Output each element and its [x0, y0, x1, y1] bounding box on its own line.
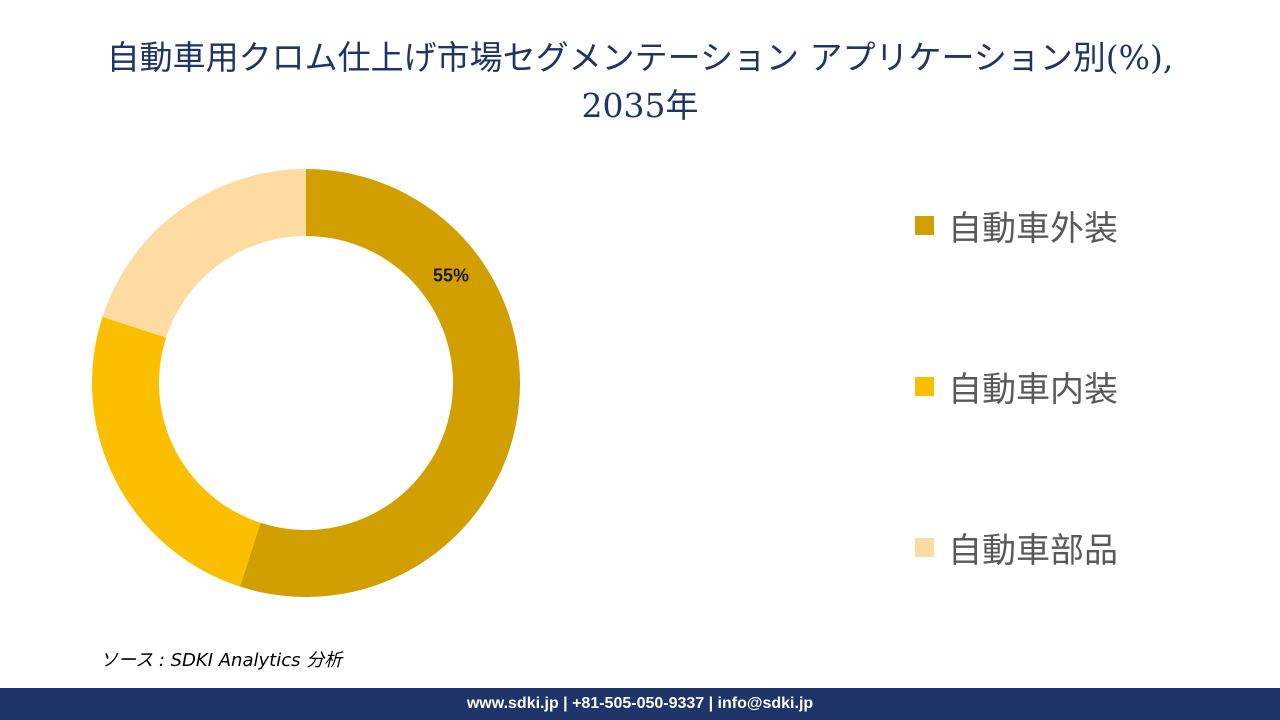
donut-slices: [91, 169, 521, 597]
legend-swatch-1: [915, 215, 934, 235]
chart-title-line-2: 2035年: [581, 86, 699, 125]
chart-title-line-1: 自動車用クロム仕上げ市場セグメンテーション アプリケーション別(%),: [106, 38, 1174, 77]
legend-item-2: 自動車内装: [915, 361, 1118, 411]
chart-title: 自動車用クロム仕上げ市場セグメンテーション アプリケーション別(%), 2035…: [0, 34, 1280, 130]
legend-item-1: 自動車外装: [915, 200, 1118, 250]
donut-slice-3: [102, 169, 306, 338]
donut-data-label-1: 55%: [433, 266, 469, 286]
legend-label-2: 自動車内装: [948, 369, 1118, 410]
legend-label-1: 自動車外装: [948, 208, 1118, 249]
source-note: ソース : SDKI Analytics 分析: [100, 650, 343, 671]
footer-contact-text: www.sdki.jp | +81-505-050-9337 | info@sd…: [466, 695, 814, 712]
legend-swatch-2: [915, 376, 934, 396]
donut-chart: 55%: [91, 169, 521, 597]
legend-swatch-3: [915, 537, 934, 557]
legend-item-3: 自動車部品: [915, 522, 1118, 572]
donut-slice-2: [91, 316, 261, 587]
legend-label-3: 自動車部品: [948, 530, 1118, 571]
donut-slice-1: [239, 169, 521, 597]
donut-data-labels: 55%: [433, 266, 469, 286]
footer-bar: www.sdki.jp | +81-505-050-9337 | info@sd…: [0, 688, 1280, 720]
